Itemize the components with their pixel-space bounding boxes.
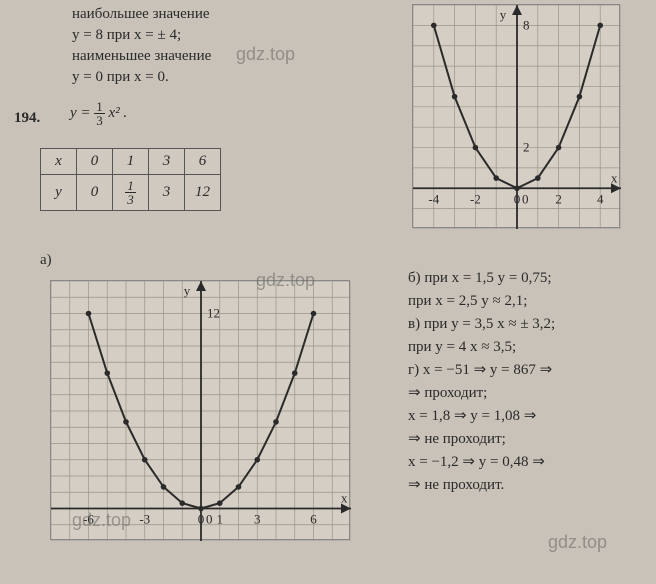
right-line: x = 1,8 ⇒ y = 1,08 ⇒: [408, 406, 648, 427]
intro-text: наибольшее значение y = 8 при x = ± 4; н…: [72, 4, 211, 88]
svg-text:6: 6: [310, 512, 317, 527]
intro-line4: y = 0 при x = 0.: [72, 67, 211, 88]
right-line: в) при y = 3,5 x ≈ ± 3,2;: [408, 314, 648, 335]
svg-text:0: 0: [198, 512, 205, 527]
table-cell: 6: [185, 149, 221, 175]
chart-bottom: -6 -3 01 3 6 12 y x 0: [50, 280, 350, 540]
table-cell: 3: [149, 149, 185, 175]
eq-frac-den: 3: [94, 114, 105, 127]
table-cell-x-label: x: [41, 149, 77, 175]
equation: y = 1 3 x² .: [70, 100, 127, 127]
svg-text:-4: -4: [428, 191, 439, 206]
intro-line2: y = 8 при x = ± 4;: [72, 25, 211, 46]
svg-text:8: 8: [523, 17, 530, 32]
svg-text:0: 0: [206, 512, 213, 527]
y-frac-num: 1: [125, 179, 136, 193]
right-line: при x = 2,5 y ≈ 2,1;: [408, 291, 648, 312]
y-frac: 1 3: [125, 179, 136, 206]
svg-text:y: y: [184, 283, 191, 298]
svg-text:x: x: [341, 491, 348, 506]
eq-pre: y =: [70, 105, 91, 121]
table-cell: 1: [113, 149, 149, 175]
eq-frac-num: 1: [94, 100, 105, 114]
table-row: y 0 1 3 3 12: [41, 175, 221, 211]
eq-post: x² .: [109, 105, 128, 121]
right-line: x = −1,2 ⇒ y = 0,48 ⇒: [408, 452, 648, 473]
right-line: ⇒ не проходит;: [408, 429, 648, 450]
svg-text:1: 1: [217, 512, 224, 527]
watermark: gdz.top: [236, 44, 295, 65]
right-line: при y = 4 x ≈ 3,5;: [408, 337, 648, 358]
svg-text:-6: -6: [83, 512, 94, 527]
page: наибольшее значение y = 8 при x = ± 4; н…: [0, 0, 656, 584]
svg-text:2: 2: [523, 140, 530, 155]
svg-text:0: 0: [514, 191, 521, 206]
table-cell: 0: [77, 175, 113, 211]
table-cell-y-label: y: [41, 175, 77, 211]
table-cell: 0: [77, 149, 113, 175]
eq-frac: 1 3: [94, 100, 105, 127]
svg-text:3: 3: [254, 512, 261, 527]
svg-text:0: 0: [522, 191, 529, 206]
right-line: ⇒ не проходит.: [408, 475, 648, 496]
table-cell: 1 3: [113, 175, 149, 211]
svg-text:x: x: [611, 170, 618, 185]
svg-text:-3: -3: [139, 512, 150, 527]
intro-line3: наименьшее значение: [72, 46, 211, 67]
exercise-number: 194.: [14, 110, 40, 126]
svg-text:12: 12: [207, 306, 220, 321]
table-cell: 12: [185, 175, 221, 211]
right-line: ⇒ проходит;: [408, 383, 648, 404]
exercise-label: 194.: [14, 108, 40, 129]
right-line: б) при x = 1,5 y = 0,75;: [408, 268, 648, 289]
watermark: gdz.top: [548, 532, 607, 553]
svg-text:2: 2: [555, 191, 562, 206]
svg-text:4: 4: [597, 191, 604, 206]
right-line: г) x = −51 ⇒ y = 867 ⇒: [408, 360, 648, 381]
sub-a-label: а): [40, 252, 52, 269]
y-frac-den: 3: [125, 193, 136, 206]
table-cell: 3: [149, 175, 185, 211]
svg-text:y: y: [500, 7, 507, 22]
chart-top: -4 -2 0 2 4 2 8 y x 0: [412, 4, 620, 228]
svg-text:-2: -2: [470, 191, 481, 206]
right-text: б) при x = 1,5 y = 0,75; при x = 2,5 y ≈…: [408, 268, 648, 498]
values-table: x 0 1 3 6 y 0 1 3 3 12: [40, 148, 221, 211]
intro-line1: наибольшее значение: [72, 4, 211, 25]
table-row: x 0 1 3 6: [41, 149, 221, 175]
